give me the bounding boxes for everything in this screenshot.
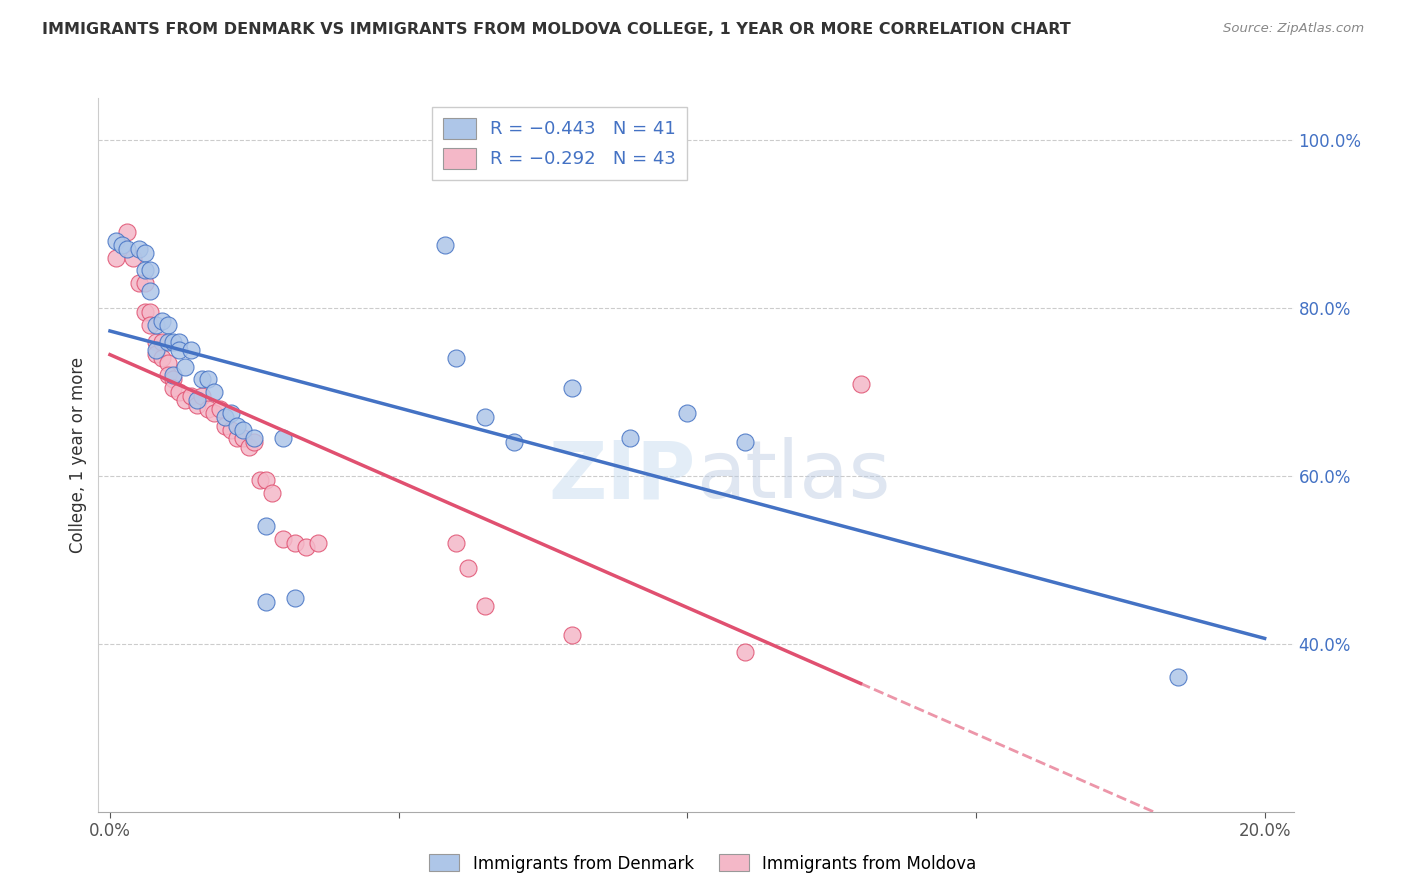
Point: [457, 561, 479, 575]
Y-axis label: College, 1 year or more: College, 1 year or more: [69, 357, 87, 553]
Point: [254, 519, 277, 533]
Point: [145, 318, 167, 332]
Point: [145, 347, 167, 361]
Point: [156, 355, 179, 369]
Point: [162, 381, 184, 395]
Point: [117, 242, 139, 256]
Point: [254, 595, 277, 609]
Point: [243, 435, 266, 450]
Point: [139, 263, 162, 277]
Point: [162, 372, 184, 386]
Point: [561, 381, 583, 395]
Point: [128, 276, 150, 290]
Point: [232, 431, 254, 445]
Point: [561, 628, 583, 642]
Point: [174, 359, 197, 374]
Legend: Immigrants from Denmark, Immigrants from Moldova: Immigrants from Denmark, Immigrants from…: [423, 847, 983, 880]
Point: [162, 334, 184, 349]
Point: [219, 406, 242, 420]
Point: [139, 318, 162, 332]
Point: [254, 473, 277, 487]
Point: [307, 536, 329, 550]
Point: [271, 431, 294, 445]
Point: [232, 423, 254, 437]
Point: [243, 431, 266, 445]
Point: [214, 410, 236, 425]
Point: [110, 238, 132, 252]
Point: [271, 532, 294, 546]
Point: [186, 398, 208, 412]
Point: [180, 343, 202, 357]
Point: [446, 351, 468, 366]
Point: [226, 431, 249, 445]
Point: [503, 435, 526, 450]
Point: [260, 485, 283, 500]
Text: Source: ZipAtlas.com: Source: ZipAtlas.com: [1223, 22, 1364, 36]
Point: [134, 305, 156, 319]
Point: [202, 406, 225, 420]
Point: [219, 423, 242, 437]
Point: [202, 384, 225, 399]
Point: [197, 372, 219, 386]
Point: [619, 431, 641, 445]
Point: [150, 351, 173, 366]
Point: [104, 251, 127, 265]
Point: [1167, 670, 1189, 684]
Point: [156, 318, 179, 332]
Point: [167, 384, 190, 399]
Point: [197, 401, 219, 416]
Point: [295, 541, 318, 555]
Point: [117, 226, 139, 240]
Point: [128, 242, 150, 256]
Point: [284, 591, 307, 605]
Point: [676, 406, 699, 420]
Point: [186, 393, 208, 408]
Point: [122, 251, 145, 265]
Point: [134, 263, 156, 277]
Point: [162, 368, 184, 383]
Point: [156, 334, 179, 349]
Point: [446, 536, 468, 550]
Point: [150, 334, 173, 349]
Point: [167, 334, 190, 349]
Point: [249, 473, 271, 487]
Point: [214, 418, 236, 433]
Text: IMMIGRANTS FROM DENMARK VS IMMIGRANTS FROM MOLDOVA COLLEGE, 1 YEAR OR MORE CORRE: IMMIGRANTS FROM DENMARK VS IMMIGRANTS FR…: [42, 22, 1071, 37]
Text: atlas: atlas: [696, 437, 890, 516]
Point: [145, 343, 167, 357]
Point: [191, 372, 214, 386]
Point: [156, 368, 179, 383]
Point: [145, 334, 167, 349]
Point: [474, 599, 496, 613]
Point: [104, 234, 127, 248]
Point: [139, 284, 162, 298]
Text: ZIP: ZIP: [548, 437, 696, 516]
Point: [180, 389, 202, 403]
Point: [139, 305, 162, 319]
Point: [226, 418, 249, 433]
Point: [734, 435, 756, 450]
Point: [167, 343, 190, 357]
Point: [238, 440, 260, 454]
Point: [191, 389, 214, 403]
Point: [174, 393, 197, 408]
Point: [284, 536, 307, 550]
Point: [150, 313, 173, 327]
Point: [134, 246, 156, 260]
Point: [734, 645, 756, 659]
Point: [849, 376, 872, 391]
Legend: R = −0.443   N = 41, R = −0.292   N = 43: R = −0.443 N = 41, R = −0.292 N = 43: [433, 107, 688, 179]
Point: [208, 401, 231, 416]
Point: [474, 410, 496, 425]
Point: [134, 276, 156, 290]
Point: [433, 238, 456, 252]
